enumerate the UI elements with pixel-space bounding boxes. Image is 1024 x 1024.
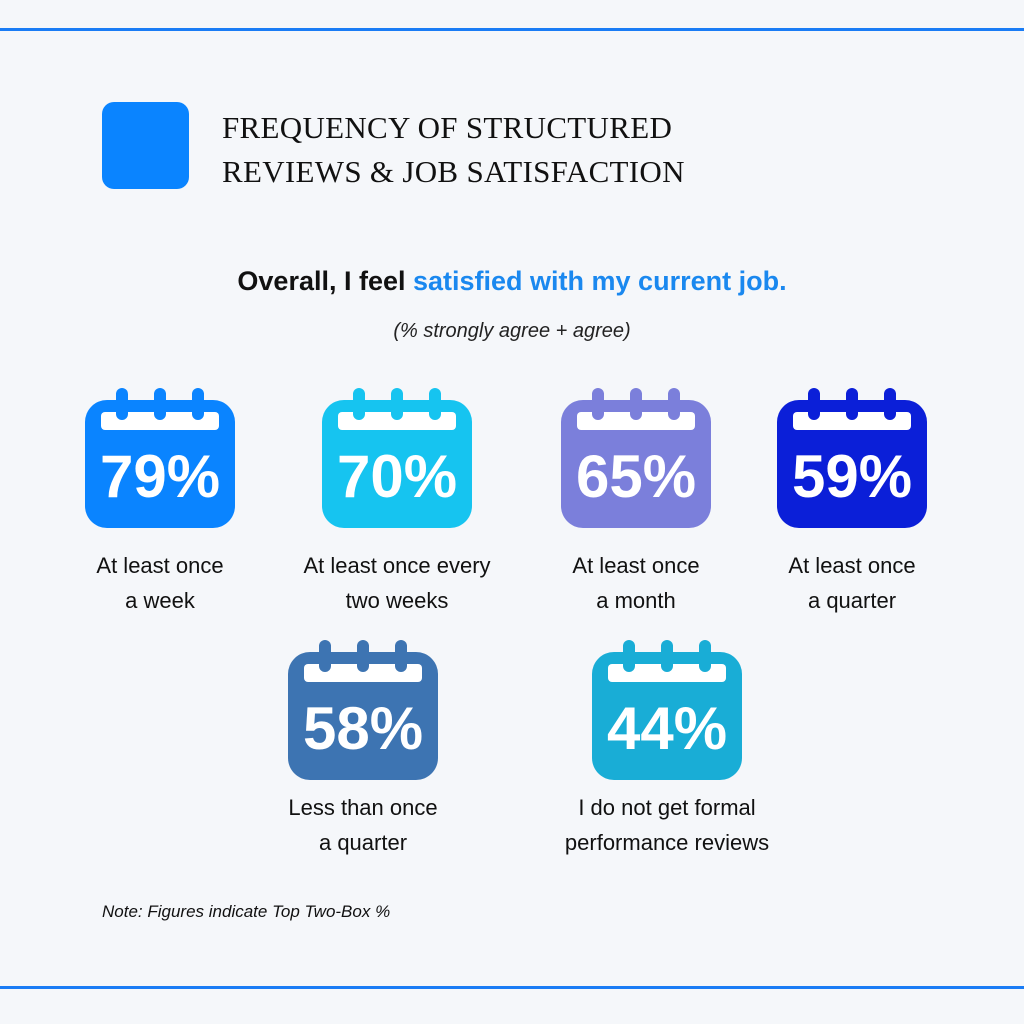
title-line-2: REVIEWS & JOB SATISFACTION	[222, 154, 685, 189]
bottom-rule	[0, 986, 1024, 989]
stat-tile: 79% At least once a week	[40, 388, 280, 628]
calendar-ring	[353, 388, 365, 420]
category-label: At least once a month	[516, 548, 756, 618]
calendar-ring	[808, 388, 820, 420]
value-label: 79%	[100, 443, 220, 510]
calendar-icon: 79%	[85, 388, 235, 528]
headline-highlight: satisfied with my current job.	[413, 266, 787, 296]
calendar-body	[777, 400, 927, 528]
calendar-header-band	[101, 412, 219, 430]
calendar-ring	[846, 388, 858, 420]
calendar-header-band	[577, 412, 695, 430]
calendar-ring	[154, 388, 166, 420]
value-label: 44%	[607, 695, 727, 762]
stat-tile: 44% I do not get formal performance review…	[547, 640, 787, 880]
category-label: At least once a week	[40, 548, 280, 618]
stat-tile: 58% Less than once a quarter	[243, 640, 483, 880]
category-label: At least once every two weeks	[277, 548, 517, 618]
calendar-ring	[630, 388, 642, 420]
chart-subtitle: (% strongly agree + agree)	[393, 320, 631, 342]
page-title: FREQUENCY OF STRUCTURED REVIEWS & JOB SA…	[222, 106, 782, 194]
calendar-body	[322, 400, 472, 528]
calendar-icon: 59%	[777, 388, 927, 528]
calendar-body	[592, 652, 742, 780]
value-label: 65%	[576, 443, 696, 510]
title-line-1: FREQUENCY OF STRUCTURED	[222, 110, 673, 145]
stat-tile: 70% At least once every two weeks	[277, 388, 517, 628]
category-label-line: performance reviews	[564, 830, 770, 855]
category-label: At least once a quarter	[732, 548, 972, 618]
category-label-line: At least once	[96, 553, 224, 578]
footnote: Note: Figures indicate Top Two-Box %	[102, 902, 391, 921]
calendar-body	[561, 400, 711, 528]
calendar-ring	[429, 388, 441, 420]
category-label-line: At least once	[572, 553, 700, 578]
value-label: 59%	[792, 443, 912, 510]
stat-tile: 65% At least once a month	[516, 388, 756, 628]
calendar-ring	[623, 640, 635, 672]
category-label: Less than once a quarter	[243, 790, 483, 860]
category-label-line: I do not get formal	[578, 795, 756, 820]
value-label: 70%	[337, 443, 457, 510]
calendar-ring	[592, 388, 604, 420]
stat-tile: 59% At least once a quarter	[732, 388, 972, 628]
calendar-ring	[668, 388, 680, 420]
calendar-body	[85, 400, 235, 528]
calendar-icon: 65%	[561, 388, 711, 528]
category-label-line: a quarter	[807, 588, 897, 613]
calendar-icon: 70%	[322, 388, 472, 528]
title-accent-square	[102, 102, 189, 189]
headline-prefix: Overall, I feel	[237, 266, 413, 296]
category-label-line: At least once every	[303, 553, 491, 578]
calendar-header-band	[304, 664, 422, 682]
calendar-ring	[699, 640, 711, 672]
value-label: 58%	[303, 695, 423, 762]
calendar-ring	[357, 640, 369, 672]
calendar-ring	[319, 640, 331, 672]
calendar-body	[288, 652, 438, 780]
category-label-line: At least once	[788, 553, 916, 578]
chart-headline: Overall, I feel satisfied with my curren…	[0, 266, 1024, 297]
top-rule	[0, 28, 1024, 31]
category-label: I do not get formal performance reviews	[547, 790, 787, 860]
calendar-ring	[661, 640, 673, 672]
calendar-ring	[192, 388, 204, 420]
category-label-line: two weeks	[345, 588, 449, 613]
calendar-ring	[116, 388, 128, 420]
calendar-header-band	[338, 412, 456, 430]
category-label-line: a week	[125, 588, 195, 613]
calendar-header-band	[608, 664, 726, 682]
category-label-line: a month	[596, 588, 676, 613]
calendar-ring	[391, 388, 403, 420]
calendar-icon: 44%	[592, 640, 742, 780]
category-label-line: Less than once	[288, 795, 438, 820]
calendar-header-band	[793, 412, 911, 430]
calendar-icon: 58%	[288, 640, 438, 780]
calendar-ring	[884, 388, 896, 420]
category-label-line: a quarter	[318, 830, 408, 855]
calendar-ring	[395, 640, 407, 672]
